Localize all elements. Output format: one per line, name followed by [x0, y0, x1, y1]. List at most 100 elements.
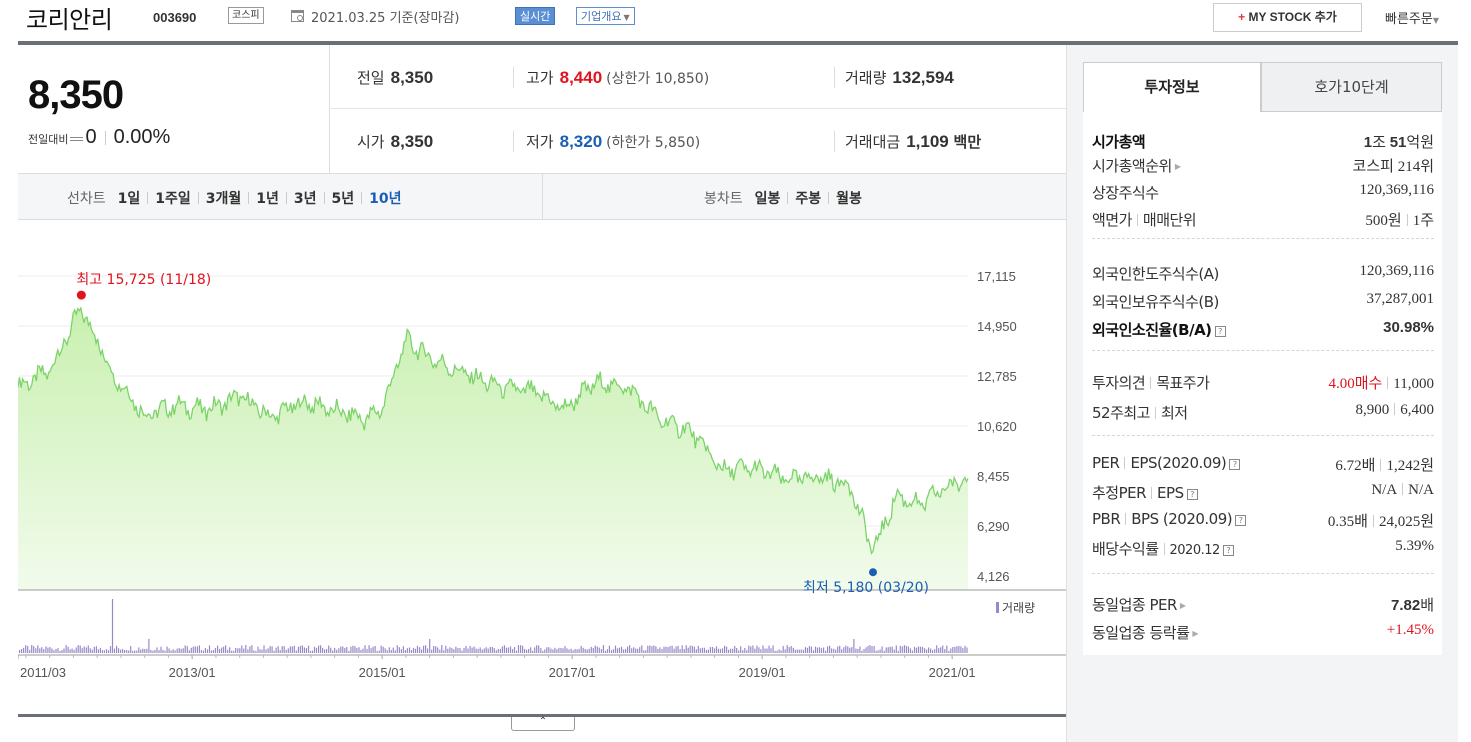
- volume-bar: [497, 648, 499, 653]
- tab-daily[interactable]: 일봉: [754, 191, 781, 207]
- volume-bar: [25, 645, 27, 653]
- volume-bar: [764, 648, 766, 653]
- help-icon[interactable]: ?: [1235, 515, 1247, 526]
- foreign-ratio-value: 30.98%: [1383, 319, 1434, 336]
- help-icon[interactable]: ?: [1186, 489, 1198, 500]
- tab-weekly[interactable]: 주봉: [795, 191, 822, 207]
- volume-bar: [501, 646, 503, 653]
- y-tick-label: 14,950: [977, 319, 1017, 334]
- volume-bar: [376, 651, 378, 653]
- tab-10y[interactable]: 10년: [369, 191, 402, 207]
- company-info-dropdown[interactable]: 기업개요 ▼: [576, 7, 635, 25]
- volume-bar: [869, 645, 871, 653]
- volume-bar: [324, 649, 326, 653]
- volume-bar: [487, 648, 489, 653]
- volume-bar: [812, 650, 815, 653]
- tab-invest-info[interactable]: 투자정보: [1083, 62, 1261, 112]
- stock-code: 003690: [153, 10, 197, 25]
- volume-bar: [513, 647, 516, 653]
- volume-bar: [818, 647, 821, 653]
- volume-bar: [332, 650, 334, 653]
- help-icon[interactable]: ?: [1229, 459, 1241, 470]
- chevron-right-icon: ▶: [1192, 629, 1199, 638]
- volume-bar: [174, 650, 176, 653]
- volume-bar: [677, 645, 679, 653]
- help-icon[interactable]: ?: [1222, 545, 1234, 556]
- volume-bar: [722, 648, 724, 653]
- tab-3y[interactable]: 3년: [293, 191, 317, 207]
- volume-bar: [643, 650, 645, 653]
- dividend-value: 5.39%: [1395, 538, 1434, 554]
- market-cap-rank-label[interactable]: 시가총액순위 ▶: [1092, 157, 1181, 175]
- opinion-label: 투자의견 목표주가: [1092, 374, 1210, 392]
- chevron-right-icon: ▶: [1174, 162, 1181, 171]
- volume-bar: [158, 650, 160, 653]
- volume-bar: [425, 645, 427, 653]
- price-chart[interactable]: 17,115 14,950 12,785 10,620 8,455 6,290 4,126 …: [17, 221, 1066, 691]
- candle-chart-title: 봉차트: [704, 191, 743, 207]
- volume-bar: [649, 645, 651, 653]
- low-marker: [869, 568, 877, 577]
- volume-bar: [45, 646, 47, 653]
- volume-bar: [493, 648, 495, 653]
- week52-value: 8,900 6,400: [1355, 402, 1435, 418]
- sector-rate-label[interactable]: 동일업종 등락률 ▶: [1092, 624, 1199, 642]
- volume-bar: [307, 645, 310, 653]
- volume-bar: [861, 650, 863, 653]
- volume-bar: [431, 649, 433, 653]
- volume-bar: [847, 646, 849, 653]
- week52-label: 52주최고 최저: [1092, 404, 1188, 422]
- volume-bar: [475, 648, 477, 653]
- volume-bar: [528, 649, 530, 653]
- volume-bar: [655, 646, 657, 653]
- sector-per-label[interactable]: 동일업종 PER ▶: [1092, 596, 1186, 614]
- volume-bar: [447, 648, 449, 653]
- volume-bar: [164, 650, 166, 653]
- volume-bar: [522, 645, 524, 653]
- volume-bar: [53, 650, 55, 653]
- volume-bar: [77, 645, 79, 653]
- volume-bar: [596, 646, 598, 653]
- volume-bar: [245, 645, 247, 653]
- volume-bar: [663, 646, 665, 653]
- volume-bar: [449, 647, 451, 653]
- collapse-chart-button[interactable]: ⌃: [511, 717, 575, 731]
- quick-order-button[interactable]: 빠른주문▼: [1385, 8, 1439, 27]
- chart-bottom-divider: [18, 714, 1066, 717]
- volume-bar: [423, 645, 425, 653]
- tab-1y[interactable]: 1년: [256, 191, 279, 207]
- volume-bar: [544, 649, 546, 653]
- volume-bar: [410, 650, 413, 653]
- volume-bar: [816, 647, 819, 653]
- volume-bar: [703, 647, 705, 653]
- tab-1d[interactable]: 1일: [117, 191, 141, 207]
- volume-bar: [150, 650, 152, 653]
- volume-bar: [843, 647, 845, 653]
- volume-bar: [210, 650, 213, 653]
- par-unit-value: 500원 1주: [1365, 213, 1434, 229]
- volume-bar: [629, 645, 631, 653]
- tab-3m[interactable]: 3개월: [205, 191, 242, 207]
- volume-bar: [396, 645, 398, 653]
- tab-1w[interactable]: 1주일: [155, 191, 191, 207]
- realtime-badge[interactable]: 실시간: [515, 7, 556, 25]
- volume-bar: [530, 647, 532, 653]
- tab-5y[interactable]: 5년: [331, 191, 355, 207]
- high-marker: [76, 290, 86, 300]
- volume-bar: [705, 649, 707, 653]
- foreign-ratio-label: 외국인소진율(B/A)?: [1092, 319, 1226, 340]
- volume-bar: [730, 648, 732, 653]
- volume-bar: [336, 649, 338, 653]
- help-icon[interactable]: ?: [1214, 326, 1226, 337]
- volume-bar: [162, 649, 164, 653]
- tab-monthly[interactable]: 월봉: [836, 191, 862, 207]
- volume-bar: [146, 648, 148, 653]
- tab-orderbook[interactable]: 호가10단계: [1261, 62, 1442, 112]
- volume-bar: [382, 646, 384, 653]
- volume-bar: [881, 646, 883, 653]
- volume-bar: [873, 646, 875, 653]
- add-my-stock-button[interactable]: + MY STOCK 추가: [1213, 3, 1362, 32]
- volume-bar: [548, 647, 550, 653]
- volume-bar: [257, 646, 259, 653]
- volume-bar: [178, 648, 180, 653]
